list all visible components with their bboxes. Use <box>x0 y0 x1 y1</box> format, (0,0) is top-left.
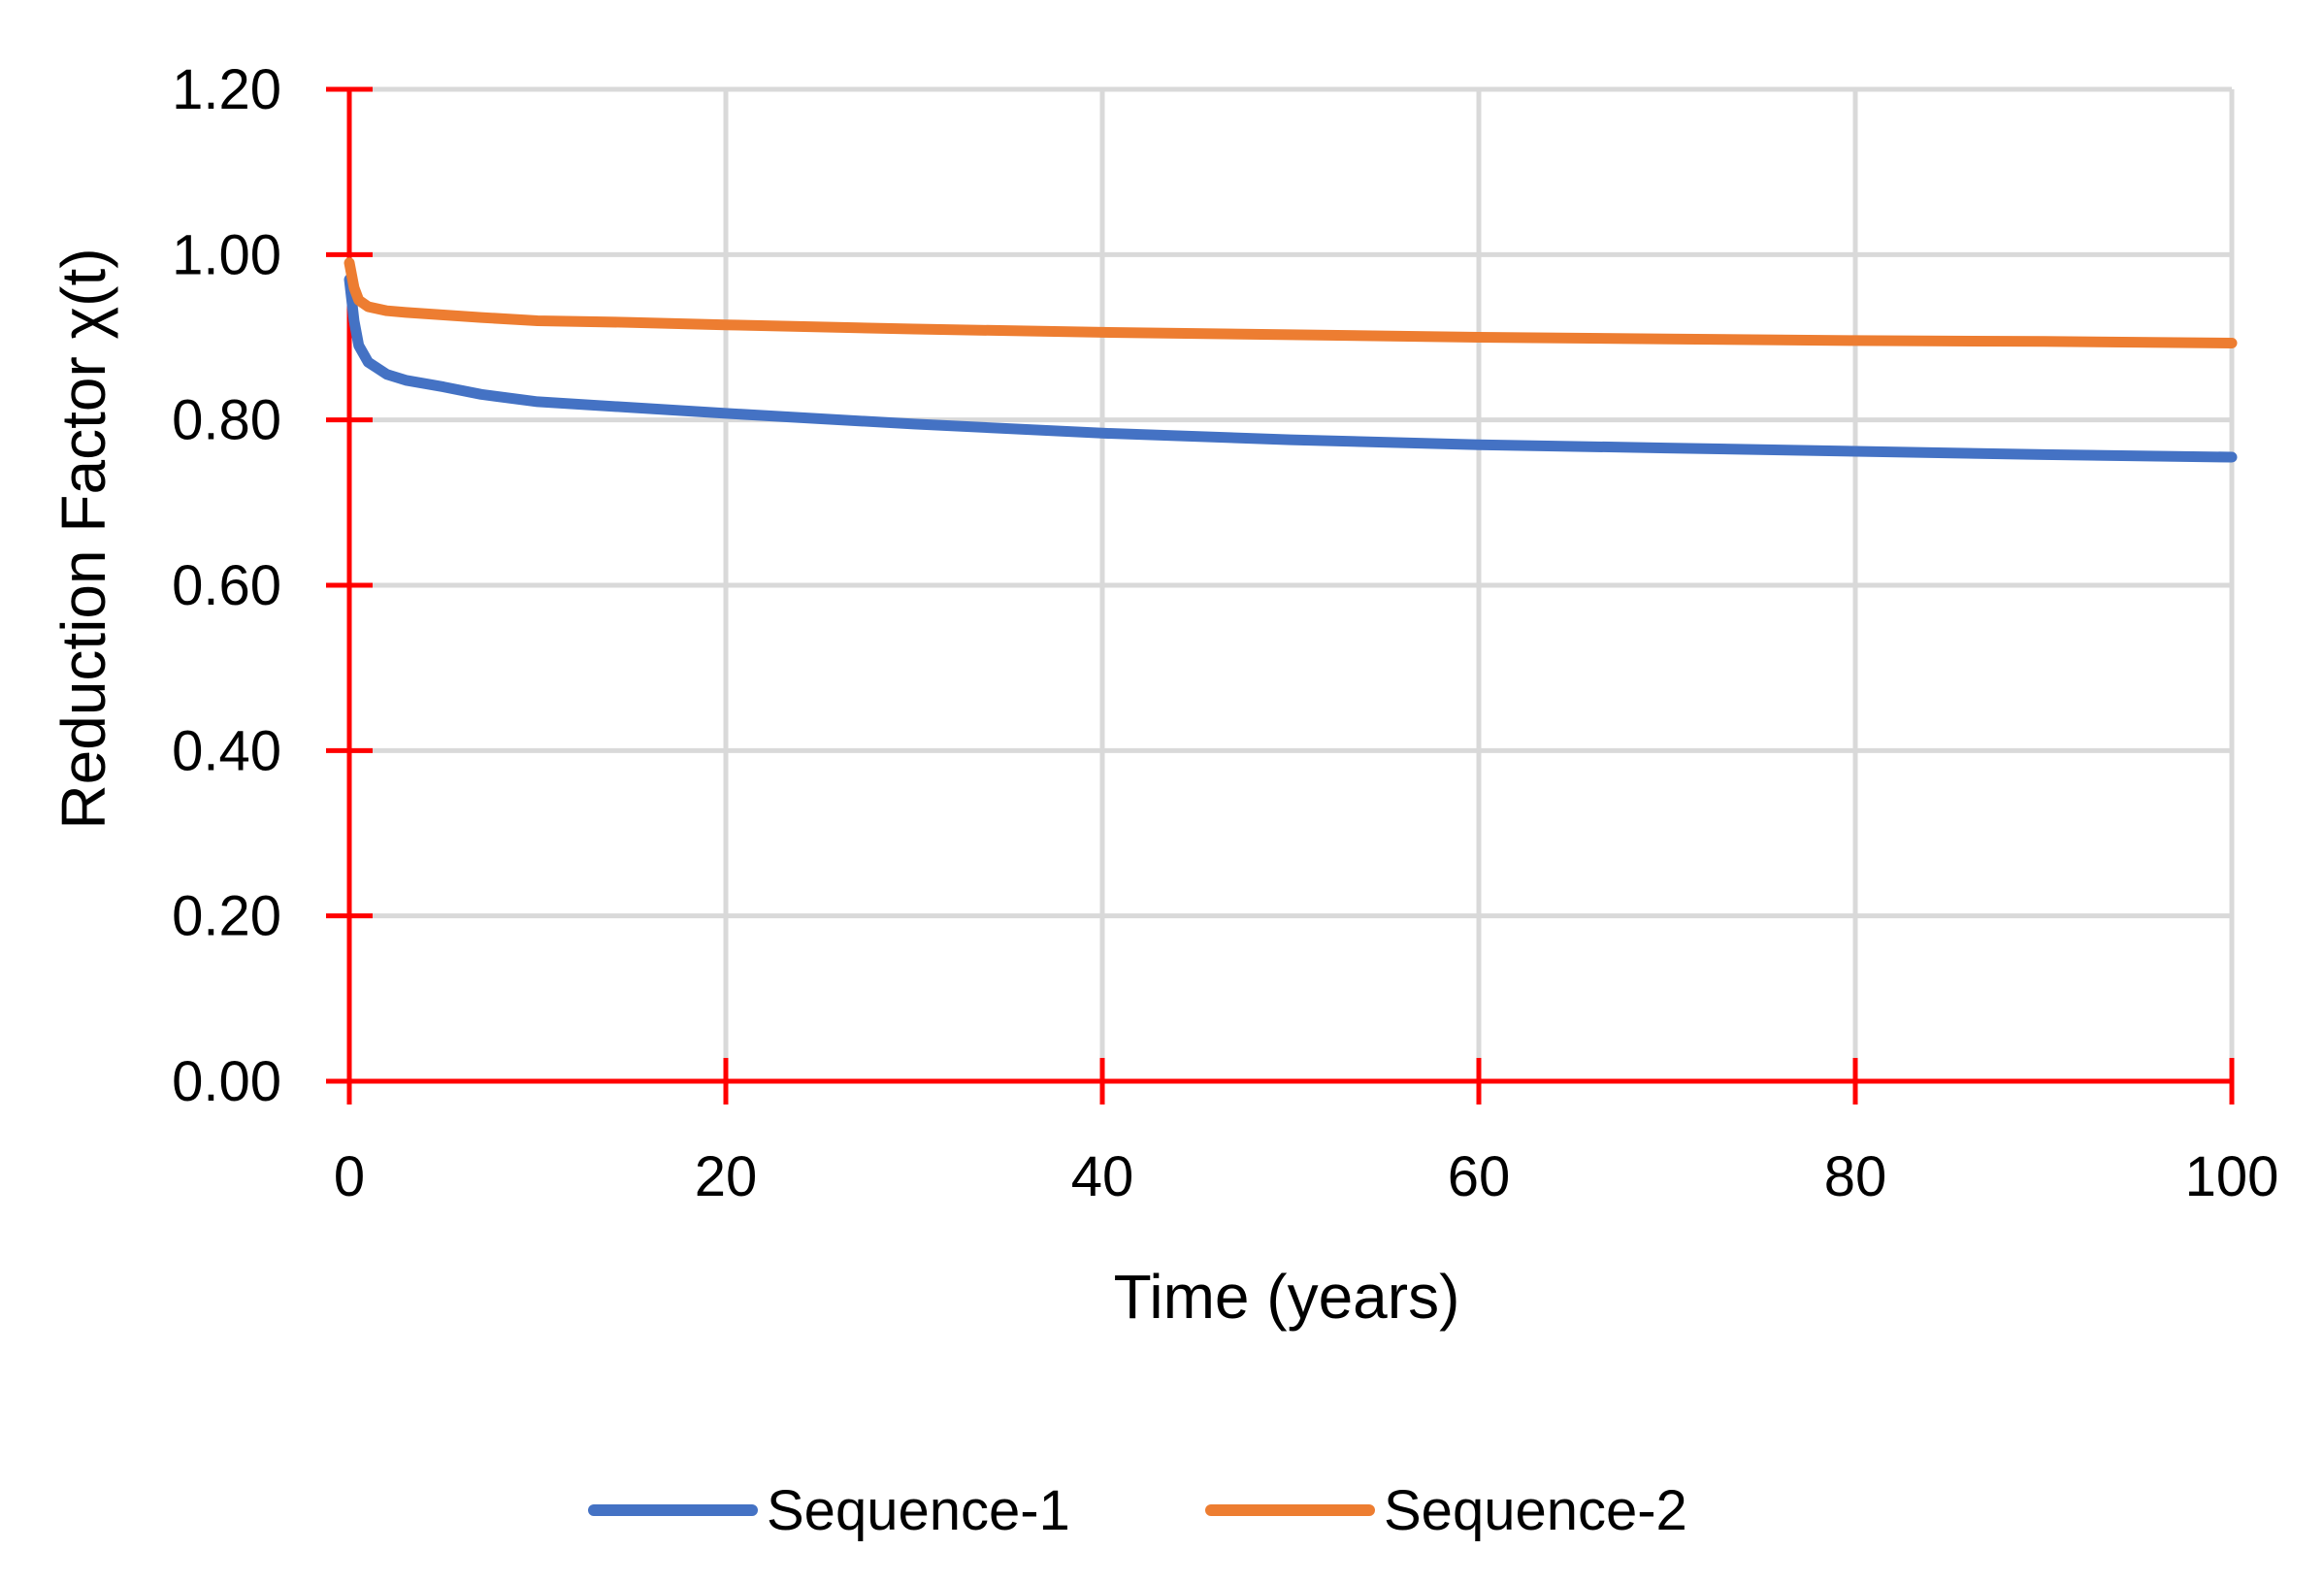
x-tick-label: 20 <box>695 1145 758 1208</box>
y-tick-label: 1.20 <box>172 58 281 121</box>
y-tick-label: 0.60 <box>172 554 281 617</box>
x-axis-title: Time (years) <box>1114 1262 1460 1332</box>
y-tick-label: 1.00 <box>172 223 281 286</box>
axes <box>326 86 2235 1105</box>
x-tick-label: 40 <box>1071 1145 1134 1208</box>
x-tick-label: 60 <box>1448 1145 1511 1208</box>
grid-lines <box>349 86 2235 1081</box>
y-axis-title: Reduction Factor χ(t) <box>49 247 118 829</box>
y-tick-label: 0.80 <box>172 389 281 452</box>
legend: Sequence-1 Sequence-2 <box>588 1479 1687 1542</box>
y-tick-label: 0.40 <box>172 719 281 782</box>
y-tick-label: 0.00 <box>172 1050 281 1113</box>
y-tick-label: 0.20 <box>172 885 281 948</box>
series-lines <box>344 257 2238 463</box>
series-line-sequence-1 <box>344 274 2238 463</box>
legend-item-sequence-2[interactable]: Sequence-2 <box>1205 1479 1687 1542</box>
x-tick-label: 80 <box>1824 1145 1887 1208</box>
x-tick-label: 0 <box>334 1145 365 1208</box>
tick-labels: 0.00 0.20 0.40 0.60 0.80 1.00 1.20 0 20 40 60 80 100 <box>172 58 2278 1208</box>
x-tick-label: 100 <box>2185 1145 2279 1208</box>
legend-item-sequence-1[interactable]: Sequence-1 <box>588 1479 1070 1542</box>
series-line-sequence-2 <box>344 257 2238 348</box>
legend-label-sequence-1: Sequence-1 <box>767 1479 1070 1542</box>
legend-label-sequence-2: Sequence-2 <box>1384 1479 1687 1542</box>
